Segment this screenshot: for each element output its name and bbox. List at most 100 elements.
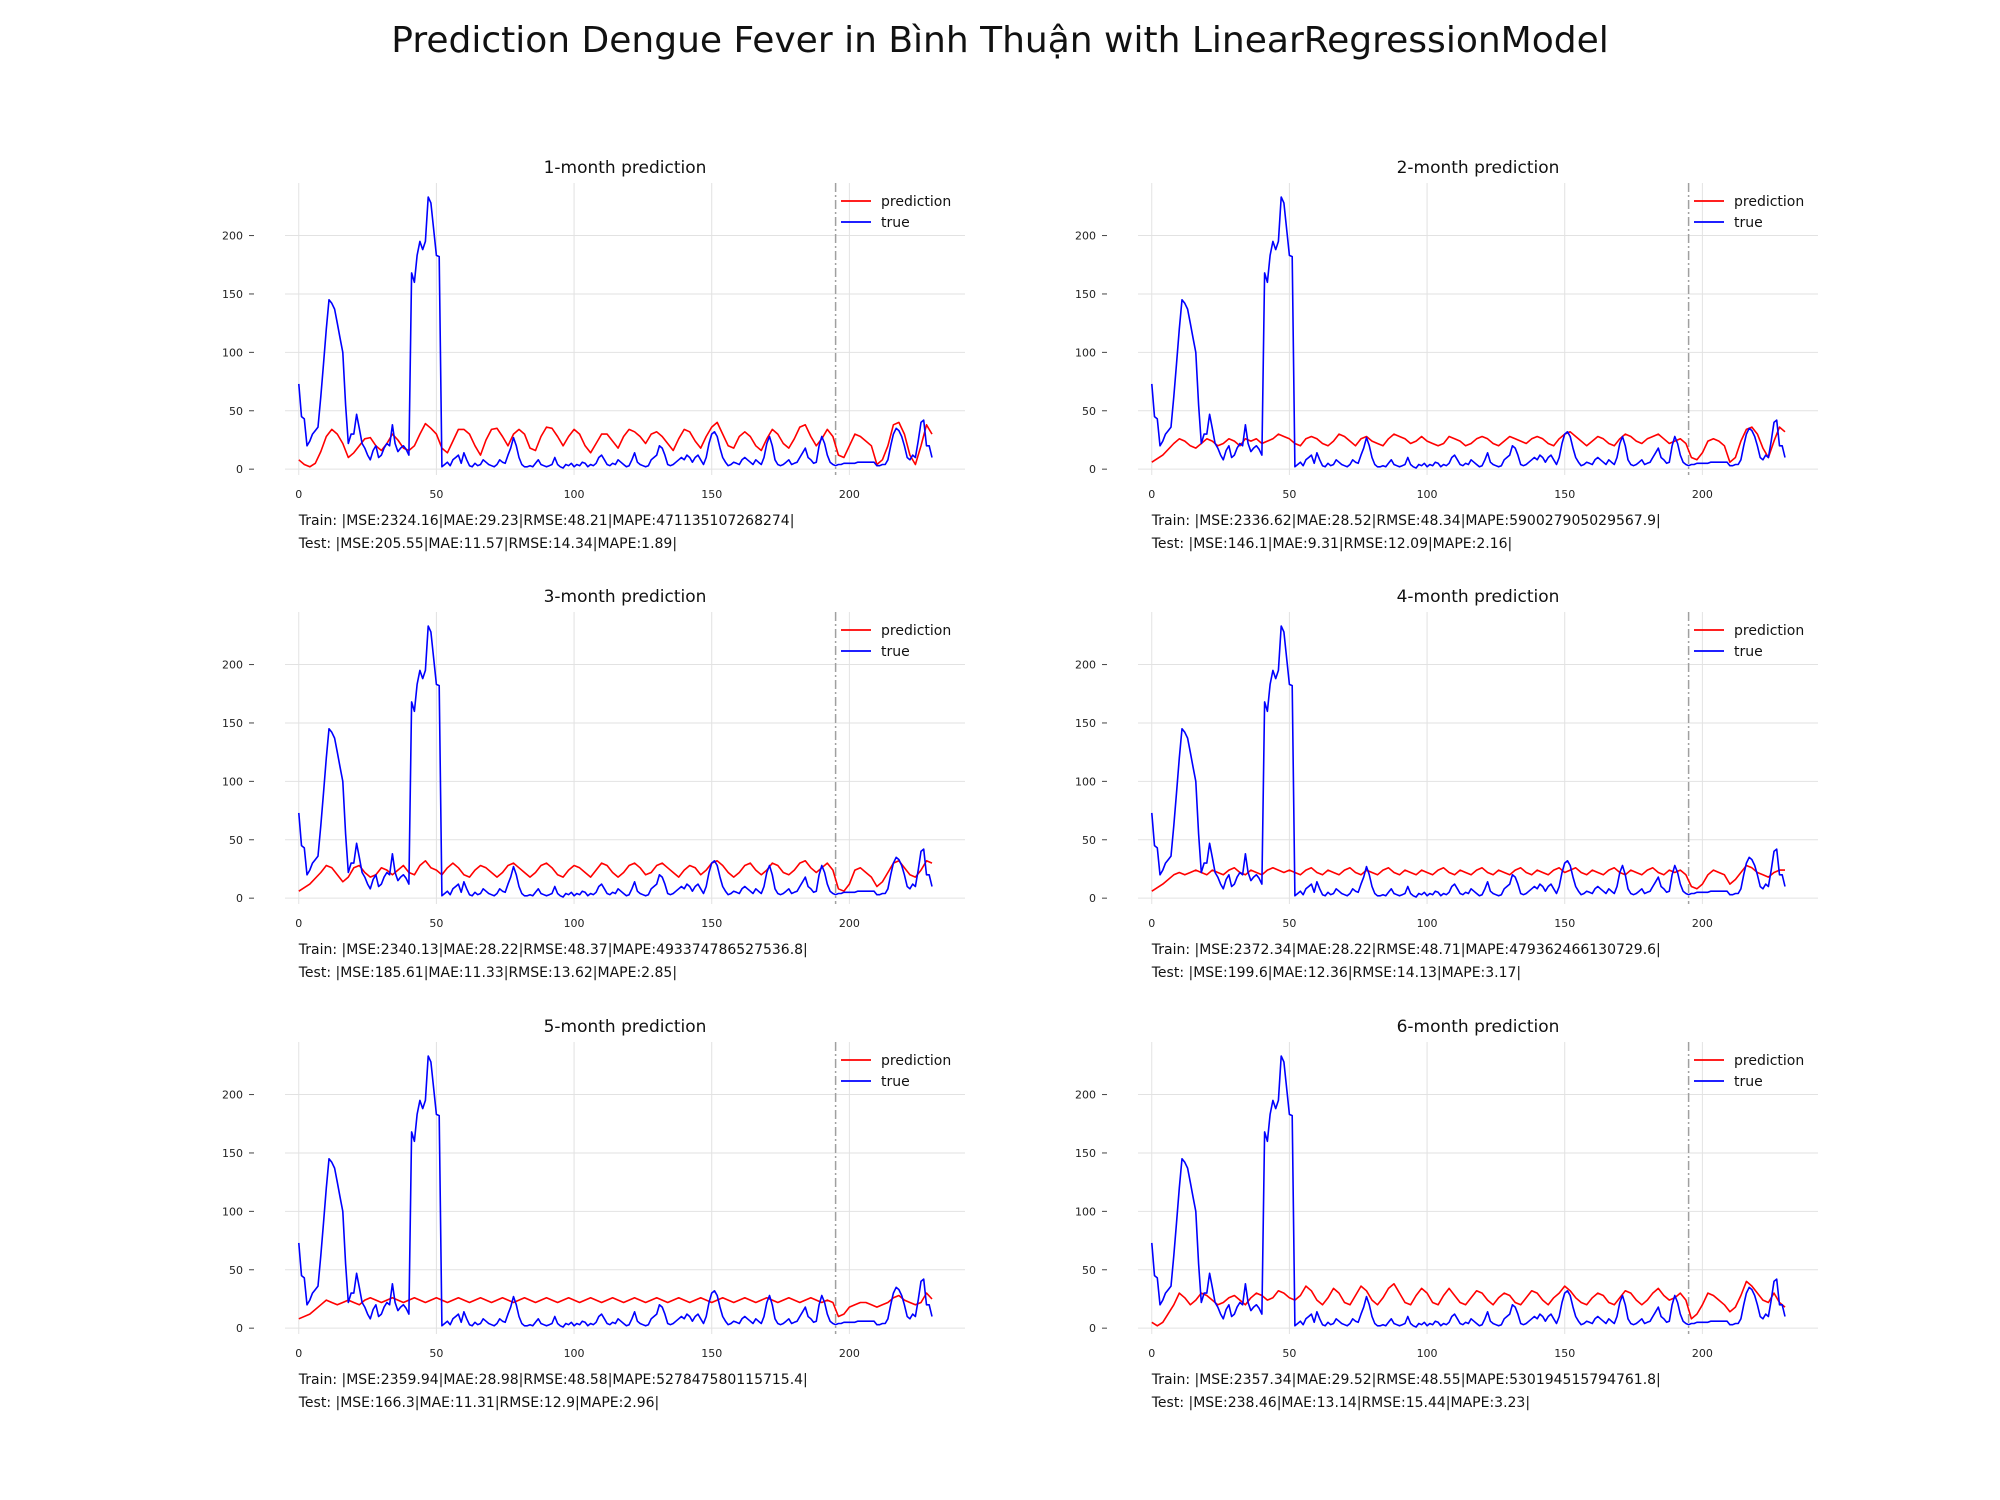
y-tick-label: 200 (222, 1089, 243, 1102)
x-tick-label: 50 (429, 488, 443, 501)
test-metrics: Test: |MSE:238.46|MAE:13.14|RMSE:15.44|M… (1151, 1395, 1530, 1411)
x-tick-label: 100 (1417, 1347, 1438, 1360)
true-line (298, 625, 933, 898)
true-line (1151, 625, 1786, 898)
subplot-4: 0 50 100 150 200 0 50 100 150 200 4-month predicti… (1075, 587, 1818, 981)
legend-label: true (881, 644, 910, 660)
test-metrics: Test: |MSE:205.55|MAE:11.57|RMSE:14.34|M… (298, 536, 677, 552)
legend-label: true (881, 1074, 910, 1090)
subplot-1: 0 50 100 150 200 0 50 100 150 200 1-month predicti… (222, 158, 965, 552)
y-tick-label: 50 (1082, 1264, 1096, 1277)
y-tick-label: 150 (222, 1147, 243, 1160)
x-tick-label: 150 (1554, 488, 1575, 501)
y-tick-label: 150 (222, 288, 243, 301)
x-tick-label: 200 (1692, 488, 1713, 501)
legend-label: prediction (1734, 1053, 1804, 1069)
y-tick-label: 50 (229, 1264, 243, 1277)
y-tick-label: 200 (1075, 230, 1096, 243)
legend-label: prediction (1734, 194, 1804, 210)
y-tick-label: 100 (222, 775, 243, 788)
y-tick-label: 100 (1075, 1205, 1096, 1218)
y-tick-label: 100 (1075, 346, 1096, 359)
subplot-3: 0 50 100 150 200 0 50 100 150 200 3-month predicti… (222, 587, 965, 981)
y-tick-label: 200 (222, 659, 243, 672)
train-metrics: Train: |MSE:2336.62|MAE:28.52|RMSE:48.34… (1151, 513, 1661, 529)
x-tick-label: 200 (839, 1347, 860, 1360)
legend-label: true (1734, 1074, 1763, 1090)
x-tick-label: 50 (1282, 917, 1296, 930)
prediction-line (1151, 426, 1786, 463)
x-tick-label: 50 (1282, 488, 1296, 501)
true-line (1151, 1055, 1786, 1328)
subplot-title: 3-month prediction (544, 587, 707, 607)
y-tick-label: 0 (236, 463, 243, 476)
x-tick-label: 0 (295, 917, 302, 930)
figure-title: Prediction Dengue Fever in Bình Thuận wi… (391, 20, 1609, 61)
x-tick-label: 50 (1282, 1347, 1296, 1360)
y-tick-label: 100 (1075, 775, 1096, 788)
y-tick-label: 150 (1075, 288, 1096, 301)
x-tick-label: 100 (564, 1347, 585, 1360)
x-tick-label: 150 (701, 1347, 722, 1360)
y-tick-label: 50 (1082, 405, 1096, 418)
y-tick-label: 50 (229, 405, 243, 418)
subplot-title: 1-month prediction (544, 158, 707, 178)
subplot-title: 5-month prediction (544, 1017, 707, 1037)
x-tick-label: 50 (429, 917, 443, 930)
y-tick-label: 50 (229, 834, 243, 847)
train-metrics: Train: |MSE:2324.16|MAE:29.23|RMSE:48.21… (298, 513, 795, 529)
test-metrics: Test: |MSE:166.3|MAE:11.31|RMSE:12.9|MAP… (298, 1395, 659, 1411)
x-tick-label: 0 (1148, 488, 1155, 501)
x-tick-label: 100 (564, 917, 585, 930)
subplot-5: 0 50 100 150 200 0 50 100 150 200 5-month predicti… (222, 1017, 965, 1411)
y-tick-label: 150 (222, 717, 243, 730)
y-tick-label: 150 (1075, 717, 1096, 730)
y-tick-label: 0 (1089, 463, 1096, 476)
legend-label: true (881, 215, 910, 231)
true-line (298, 196, 933, 469)
prediction-line (298, 860, 933, 892)
y-tick-label: 200 (1075, 1089, 1096, 1102)
y-tick-label: 100 (222, 346, 243, 359)
train-metrics: Train: |MSE:2372.34|MAE:28.22|RMSE:48.71… (1151, 942, 1661, 958)
subplot-title: 6-month prediction (1397, 1017, 1560, 1037)
x-tick-label: 0 (295, 488, 302, 501)
train-metrics: Train: |MSE:2359.94|MAE:28.98|RMSE:48.58… (298, 1372, 808, 1388)
prediction-line (298, 1292, 933, 1320)
y-tick-label: 0 (1089, 892, 1096, 905)
legend-label: true (1734, 644, 1763, 660)
x-tick-label: 100 (1417, 917, 1438, 930)
x-tick-label: 200 (839, 488, 860, 501)
legend-label: prediction (881, 623, 951, 639)
legend-label: true (1734, 215, 1763, 231)
subplot-title: 4-month prediction (1397, 587, 1560, 607)
x-tick-label: 0 (1148, 1347, 1155, 1360)
y-tick-label: 100 (222, 1205, 243, 1218)
y-tick-label: 200 (1075, 659, 1096, 672)
x-tick-label: 200 (839, 917, 860, 930)
x-tick-label: 150 (701, 917, 722, 930)
x-tick-label: 150 (701, 488, 722, 501)
train-metrics: Train: |MSE:2357.34|MAE:29.52|RMSE:48.55… (1151, 1372, 1661, 1388)
y-tick-label: 50 (1082, 834, 1096, 847)
legend-label: prediction (881, 1053, 951, 1069)
prediction-line (298, 421, 933, 468)
y-tick-label: 0 (236, 892, 243, 905)
test-metrics: Test: |MSE:185.61|MAE:11.33|RMSE:13.62|M… (298, 965, 677, 981)
x-tick-label: 50 (429, 1347, 443, 1360)
true-line (1151, 196, 1786, 469)
prediction-line (1151, 864, 1785, 892)
test-metrics: Test: |MSE:146.1|MAE:9.31|RMSE:12.09|MAP… (1151, 536, 1513, 552)
y-tick-label: 200 (222, 230, 243, 243)
train-metrics: Train: |MSE:2340.13|MAE:28.22|RMSE:48.37… (298, 942, 808, 958)
legend-label: prediction (1734, 623, 1804, 639)
y-tick-label: 0 (236, 1322, 243, 1335)
x-tick-label: 150 (1554, 1347, 1575, 1360)
y-tick-label: 150 (1075, 1147, 1096, 1160)
subplot-2: 0 50 100 150 200 0 50 100 150 200 2-month predicti… (1075, 158, 1818, 552)
subplot-6: 0 50 100 150 200 0 50 100 150 200 6-month predicti… (1075, 1017, 1818, 1411)
x-tick-label: 100 (564, 488, 585, 501)
x-tick-label: 0 (295, 1347, 302, 1360)
subplot-title: 2-month prediction (1397, 158, 1560, 178)
